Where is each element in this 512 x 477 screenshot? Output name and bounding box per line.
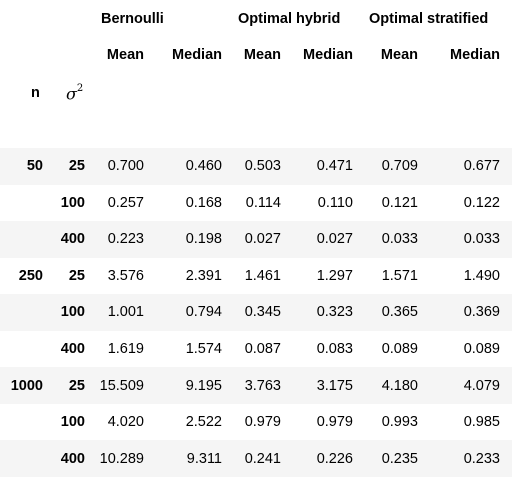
table-cell: 0.233 [463,450,500,467]
table-cell: 1.297 [316,267,353,284]
table-cell: 1.490 [463,267,500,284]
table-cell: 3.576 [107,267,144,284]
table-cell: 9.195 [185,377,222,394]
table-cell: 4.079 [463,377,500,394]
table-cell: 0.089 [381,341,418,357]
table-cell: 3.763 [244,377,281,394]
row-index-sigma2: 400 [60,341,85,357]
row-index-n: 1000 [10,377,43,394]
row-shade [0,147,512,185]
row-index-sigma2: 25 [68,267,85,284]
table-cell: 0.089 [463,341,500,357]
table-cell: 0.198 [185,231,222,248]
table-cell: 2.522 [185,414,222,431]
index-name-n: n [31,85,40,101]
column-group-header: Optimal hybrid [238,11,341,27]
column-header: Median [172,47,222,63]
table-cell: 0.323 [316,304,353,321]
table-cell: 0.110 [317,194,353,211]
table-cell: 0.700 [107,158,144,174]
row-index-sigma2: 100 [60,414,85,431]
row-index-sigma2: 400 [60,231,85,248]
table-cell: 0.979 [316,414,353,431]
table-cell: 0.226 [316,450,353,467]
table-cell: 1.571 [381,267,418,284]
table-cell: 0.235 [381,450,418,467]
table-cell: 15.509 [99,377,144,394]
table-cell: 0.033 [463,231,500,248]
table-cell: 0.033 [381,231,418,248]
table-cell: 0.794 [185,304,222,321]
table-cell: 0.365 [381,304,418,321]
sigma-exponent: 2 [76,83,84,94]
table-cell: 0.345 [244,304,281,321]
table-cell: 0.257 [107,194,144,211]
table-cell: 0.979 [244,414,281,431]
table-cell: 0.503 [244,158,281,174]
table-cell: 0.027 [316,231,353,248]
column-header: Median [450,47,500,63]
table-cell: 0.985 [463,414,500,431]
row-index-sigma2: 25 [68,377,85,394]
table-cell: 0.369 [463,304,500,321]
table-cell: 0.241 [244,450,281,467]
table-cell: 1.574 [185,341,222,357]
table-cell: 0.087 [244,341,281,357]
column-group-header: Bernoulli [101,11,164,27]
row-index-sigma2: 25 [68,158,85,174]
row-shade [0,293,512,331]
column-header: Mean [380,47,418,63]
table-cell: 0.993 [381,414,418,431]
sigma-symbol: σ [66,84,77,104]
table-cell: 10.289 [99,450,144,467]
table-cell: 0.471 [316,158,353,174]
column-header: Mean [243,47,281,63]
column-header: Median [303,47,353,63]
table-cell: 3.175 [316,377,353,394]
table-cell: 0.709 [381,158,418,174]
table-cell: 1.461 [244,267,281,284]
table-cell: 2.391 [185,267,222,284]
row-index-sigma2: 100 [60,194,85,211]
row-index-n: 50 [26,158,43,174]
row-shade [0,367,512,405]
table-cell: 0.083 [316,341,353,357]
row-shade [0,220,512,258]
table-cell: 0.460 [185,158,222,174]
row-index-n: 250 [18,267,43,284]
table-cell: 0.114 [245,194,281,211]
row-index-sigma2: 400 [60,450,85,467]
index-name-sigma-squared: σ2 [66,82,83,103]
table-cell: 1.001 [107,304,144,321]
table-cell: 4.020 [107,414,144,431]
column-header: Mean [106,47,144,63]
table-cell: 4.180 [381,377,418,394]
table-cell: 1.619 [107,341,144,357]
table-cell: 0.122 [463,194,500,211]
table-cell: 0.121 [381,194,418,211]
column-group-header: Optimal stratified [369,11,489,27]
table-cell: 0.168 [185,194,222,211]
table-cell: 0.223 [107,231,144,248]
row-index-sigma2: 100 [60,304,85,321]
table-cell: 0.677 [463,158,500,174]
table-cell: 0.027 [244,231,281,248]
table-cell: 9.311 [186,450,222,467]
